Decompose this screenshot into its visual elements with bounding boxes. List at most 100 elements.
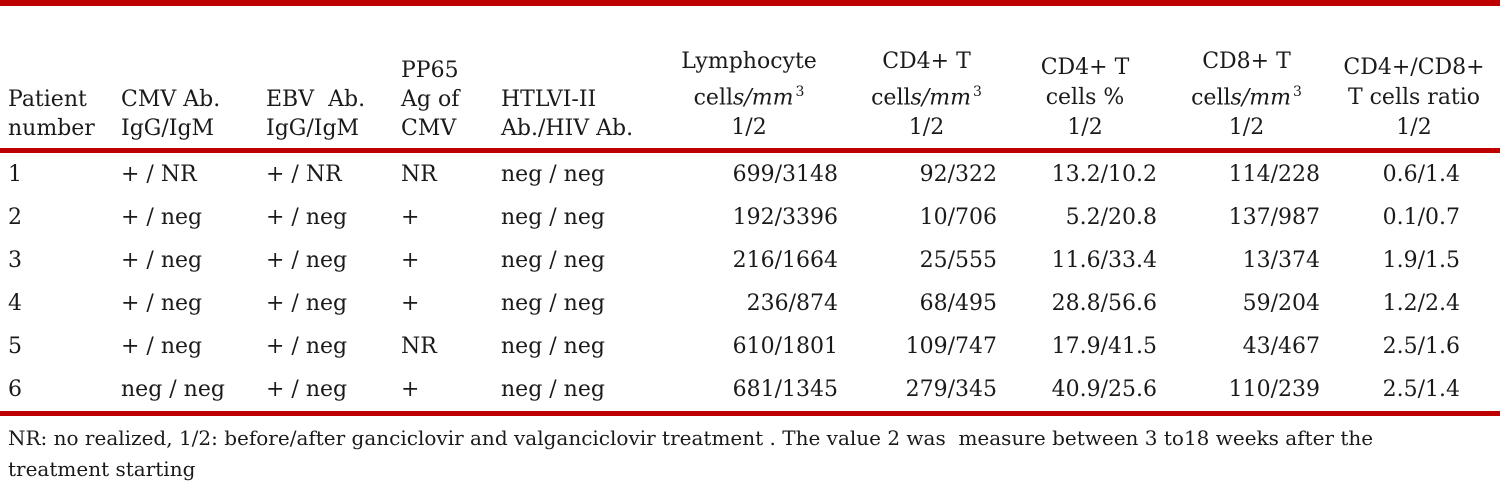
header-line: IgG/IgM — [266, 116, 360, 141]
col-header-ebv-ab: EBV Ab. IgG/IgM — [262, 3, 398, 153]
cell-cd4-pct: 13.2/10.2 — [1051, 162, 1157, 187]
cell-cd4-cd8-ratio: 2.5/1.4 — [1328, 368, 1500, 416]
unit-superscript: 3 — [795, 83, 805, 100]
unit-italic: s/mm — [1230, 85, 1291, 110]
cell-cmv: neg / neg — [115, 368, 262, 416]
cell-pp65: NR — [401, 334, 437, 359]
header-line: IgG/IgM — [121, 116, 215, 141]
col-header-htlv-hiv-ab: HTLVI-II Ab./HIV Ab. — [497, 3, 650, 153]
cell-cd4-abs: 10/706 — [919, 205, 997, 230]
col-header-pp65-ag: PP65 Ag of CMV — [398, 3, 497, 153]
cell-cd4-cd8-ratio: 1.9/1.5 — [1382, 248, 1460, 273]
cell-htlv-hiv: neg / neg — [501, 291, 605, 316]
cell-patient-number: 3 — [8, 248, 22, 273]
cell-cd4-abs: 68/495 — [919, 291, 997, 316]
cell-htlv-hiv: neg / neg — [501, 205, 605, 230]
cell-pp65: NR — [401, 162, 437, 187]
header-line: Patient — [8, 87, 87, 112]
table-row-patient-3: 3 + / neg + / neg + neg / neg 216/1664 2… — [0, 239, 1500, 282]
table-row-patient-1: 1 + / NR + / NR NR neg / neg 699/3148 92… — [0, 151, 1500, 197]
unit-text: cell — [1191, 85, 1231, 110]
cell-ebv: + / neg — [266, 291, 348, 316]
cell-pp65: + — [398, 368, 497, 416]
header-line-unit: cells/mm 3 — [1165, 77, 1328, 113]
footnote-line-2: treatment starting — [8, 457, 196, 481]
col-header-cd4-cells: CD4+ T cells/mm 3 1/2 — [848, 3, 1005, 153]
cell-cd8-abs: 13/374 — [1242, 248, 1320, 273]
header-line: CMV Ab. — [121, 87, 221, 112]
table-row-patient-2: 2 + / neg + / neg + neg / neg 192/3396 1… — [0, 196, 1500, 239]
header-line: EBV Ab. — [266, 87, 366, 112]
cell-cd4-pct: 11.6/33.4 — [1051, 248, 1157, 273]
cell-htlv-hiv: neg / neg — [501, 248, 605, 273]
col-header-cmv-ab: CMV Ab. IgG/IgM — [115, 3, 262, 153]
cell-lymphocytes: 699/3148 — [732, 162, 838, 187]
cell-pp65: + — [401, 205, 420, 230]
table-header: Patient number CMV Ab. IgG/IgM EBV Ab. I… — [0, 3, 1500, 153]
cell-cd4-pct: 5.2/20.8 — [1065, 205, 1157, 230]
cell-ebv: + / neg — [266, 205, 348, 230]
cell-cmv: + / neg — [121, 205, 203, 230]
unit-italic: s/mm — [733, 85, 794, 110]
cell-cmv: + / neg — [121, 334, 203, 359]
header-line-unit: cells/mm 3 — [650, 77, 848, 113]
cell-cd4-cd8-ratio: 0.1/0.7 — [1382, 205, 1460, 230]
cell-ebv: + / neg — [266, 334, 348, 359]
header-line: CD8+ T — [1202, 48, 1291, 74]
unit-text: cell — [693, 85, 734, 110]
cell-htlv-hiv: neg / neg — [501, 162, 605, 187]
header-line: Ab./HIV Ab. — [501, 116, 634, 141]
header-line: 1/2 — [1228, 115, 1265, 140]
header-line: CMV — [401, 116, 457, 141]
header-line: PP65 — [401, 58, 459, 83]
unit-superscript: 3 — [1292, 83, 1302, 100]
cell-htlv-hiv: neg / neg — [497, 368, 650, 416]
header-line-unit: cells/mm 3 — [848, 77, 1005, 113]
cell-cd8-abs: 110/239 — [1165, 368, 1328, 416]
table-footnote: NR: no realized, 1/2: before/after ganci… — [8, 423, 1500, 485]
header-line: Ag of — [401, 87, 460, 112]
header-line: CD4+ T — [882, 48, 971, 74]
cell-lymphocytes: 192/3396 — [732, 205, 838, 230]
header-line: 1/2 — [908, 115, 945, 140]
col-header-lymphocyte-cells: Lymphocyte cells/mm 3 1/2 — [650, 3, 848, 153]
cell-cd4-abs: 92/322 — [919, 162, 997, 187]
cell-cmv: + / NR — [121, 162, 197, 187]
table-row-patient-6: 6 neg / neg + / neg + neg / neg 681/1345… — [0, 368, 1500, 416]
col-header-cd4-percent: CD4+ T cells % 1/2 — [1005, 3, 1165, 153]
cell-cd4-pct: 17.9/41.5 — [1051, 334, 1157, 359]
cell-lymphocytes: 681/1345 — [650, 368, 848, 416]
patient-lab-results-table: Patient number CMV Ab. IgG/IgM EBV Ab. I… — [0, 0, 1500, 416]
header-line: 1/2 — [1067, 115, 1103, 140]
unit-italic: s/mm — [910, 85, 971, 110]
cell-cd4-cd8-ratio: 0.6/1.4 — [1382, 162, 1460, 187]
cell-cmv: + / neg — [121, 248, 203, 273]
cell-pp65: + — [401, 248, 420, 273]
table-body: 1 + / NR + / NR NR neg / neg 699/3148 92… — [0, 151, 1500, 416]
header-line: CD4+ T — [1040, 55, 1130, 80]
cell-lymphocytes: 216/1664 — [732, 248, 838, 273]
cell-lymphocytes: 236/874 — [746, 291, 838, 316]
header-line: CD4+/CD8+ — [1343, 55, 1485, 80]
cell-htlv-hiv: neg / neg — [501, 334, 605, 359]
header-line: HTLVI-II — [501, 87, 597, 112]
col-header-cd4-cd8-ratio: CD4+/CD8+ T cells ratio 1/2 — [1328, 3, 1500, 153]
cell-patient-number: 4 — [8, 291, 22, 316]
table-row-patient-4: 4 + / neg + / neg + neg / neg 236/874 68… — [0, 282, 1500, 325]
header-line: number — [8, 116, 95, 141]
header-line: 1/2 — [731, 115, 767, 140]
cell-pp65: + — [401, 291, 420, 316]
cell-lymphocytes: 610/1801 — [732, 334, 838, 359]
cell-cd8-abs: 137/987 — [1228, 205, 1320, 230]
table-header-row: Patient number CMV Ab. IgG/IgM EBV Ab. I… — [0, 3, 1500, 153]
cell-ebv: + / neg — [266, 248, 348, 273]
cell-cd4-abs: 25/555 — [919, 248, 997, 273]
cell-cd8-abs: 114/228 — [1228, 162, 1320, 187]
header-line: Lymphocyte — [681, 48, 817, 74]
cell-patient-number: 5 — [8, 334, 22, 359]
cell-patient-number: 1 — [8, 162, 22, 187]
cell-cd4-abs: 279/345 — [848, 368, 1005, 416]
cell-patient-number: 2 — [8, 205, 22, 230]
cell-ebv: + / neg — [262, 368, 398, 416]
